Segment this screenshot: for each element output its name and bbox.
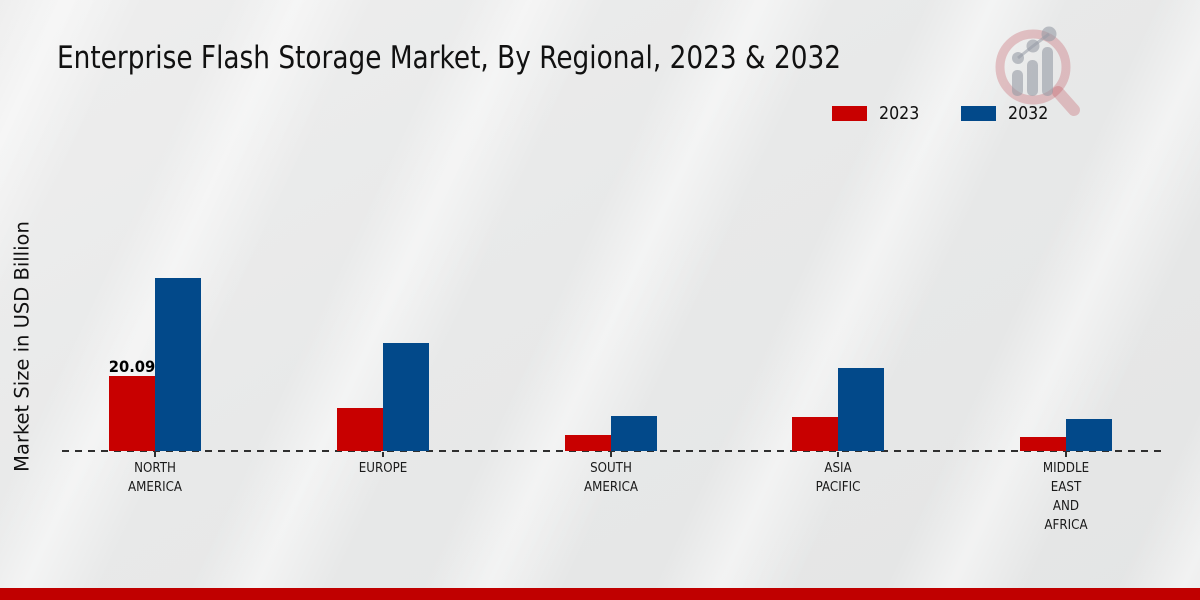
bar-2032-asia-pacific bbox=[838, 368, 885, 451]
chart-title: Enterprise Flash Storage Market, By Regi… bbox=[57, 40, 979, 76]
legend-label-2023: 2023 bbox=[879, 103, 920, 124]
legend-swatch-2032 bbox=[960, 106, 996, 121]
category-label-europe: EUROPE bbox=[358, 460, 407, 476]
bar-2023-south-america bbox=[564, 435, 611, 451]
category-label-asia-pacific: ASIA PACIFIC bbox=[815, 460, 861, 495]
x-axis-tick bbox=[1065, 452, 1067, 457]
legend: 2023 2032 bbox=[832, 103, 1054, 124]
legend-item-2032: 2032 bbox=[960, 103, 1054, 124]
footer-accent-bar bbox=[0, 588, 1200, 600]
bar-2023-north-america bbox=[109, 376, 155, 451]
bar-2032-middle-east-and-africa bbox=[1066, 418, 1112, 451]
category-label-south-america: SOUTH AMERICA bbox=[583, 460, 638, 495]
bar-2032-europe bbox=[382, 343, 429, 451]
legend-item-2023: 2023 bbox=[832, 103, 925, 124]
x-axis-tick bbox=[609, 452, 612, 457]
bar-2023-middle-east-and-africa bbox=[1020, 436, 1066, 451]
legend-swatch-2023 bbox=[832, 106, 867, 121]
legend-label-2032: 2032 bbox=[1007, 103, 1049, 124]
category-label-north-america: NORTH AMERICA bbox=[127, 460, 183, 495]
bar-2032-south-america bbox=[610, 416, 657, 451]
x-axis-tick bbox=[154, 452, 156, 457]
chart-title-text: Enterprise Flash Storage Market, By Regi… bbox=[57, 40, 842, 76]
x-axis-tick bbox=[381, 452, 384, 457]
x-axis-line bbox=[62, 450, 1163, 452]
brand-magnifier-chart-logo-icon bbox=[995, 26, 1080, 116]
bar-2023-asia-pacific bbox=[792, 417, 839, 451]
x-axis-tick bbox=[837, 452, 840, 457]
bar-2032-north-america bbox=[155, 277, 201, 451]
bar-2023-europe bbox=[336, 407, 383, 451]
value-label: 20.09 bbox=[108, 357, 156, 377]
category-label-middle-east-and-africa: MIDDLE EAST AND AFRICA bbox=[1042, 460, 1090, 533]
